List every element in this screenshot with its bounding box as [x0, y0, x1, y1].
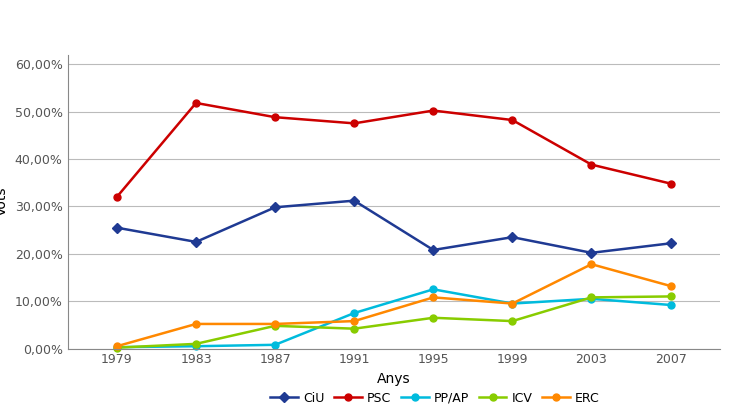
- CiU: [429, 247, 438, 252]
- Line: ICV: ICV: [113, 293, 674, 351]
- PSC: [271, 115, 280, 120]
- Text: Vots per partit: Vots per partit: [11, 13, 172, 32]
- ICV: [508, 319, 517, 324]
- CiU: [508, 235, 517, 240]
- PSC: [587, 162, 596, 167]
- CiU: [666, 241, 675, 246]
- PP/AP: [587, 296, 596, 301]
- Line: PP/AP: PP/AP: [113, 286, 674, 351]
- ICV: [350, 326, 358, 331]
- Line: ERC: ERC: [113, 261, 674, 350]
- ICV: [271, 323, 280, 328]
- Line: CiU: CiU: [113, 197, 674, 256]
- CiU: [191, 239, 200, 244]
- PSC: [191, 100, 200, 105]
- ERC: [429, 295, 438, 300]
- PP/AP: [350, 310, 358, 315]
- ICV: [587, 295, 596, 300]
- ERC: [666, 284, 675, 289]
- PP/AP: [191, 344, 200, 349]
- PP/AP: [666, 302, 675, 307]
- ICV: [666, 294, 675, 299]
- ERC: [587, 262, 596, 267]
- PSC: [350, 121, 358, 126]
- ICV: [429, 315, 438, 320]
- PP/AP: [112, 345, 122, 350]
- ERC: [508, 301, 517, 306]
- X-axis label: Anys: Anys: [377, 372, 410, 386]
- PSC: [666, 181, 675, 186]
- ERC: [112, 344, 122, 349]
- CiU: [587, 250, 596, 255]
- CiU: [350, 198, 358, 203]
- PP/AP: [271, 342, 280, 347]
- PSC: [112, 194, 122, 200]
- ERC: [191, 321, 200, 326]
- Y-axis label: Vots: Vots: [0, 187, 9, 216]
- ERC: [350, 319, 358, 324]
- Line: PSC: PSC: [113, 100, 674, 200]
- CiU: [112, 225, 122, 230]
- PSC: [429, 108, 438, 113]
- PP/AP: [429, 287, 438, 292]
- PP/AP: [508, 301, 517, 306]
- ERC: [271, 321, 280, 326]
- ICV: [112, 345, 122, 350]
- ICV: [191, 341, 200, 346]
- Legend: CiU, PSC, PP/AP, ICV, ERC: CiU, PSC, PP/AP, ICV, ERC: [266, 386, 604, 410]
- PSC: [508, 118, 517, 123]
- CiU: [271, 205, 280, 210]
